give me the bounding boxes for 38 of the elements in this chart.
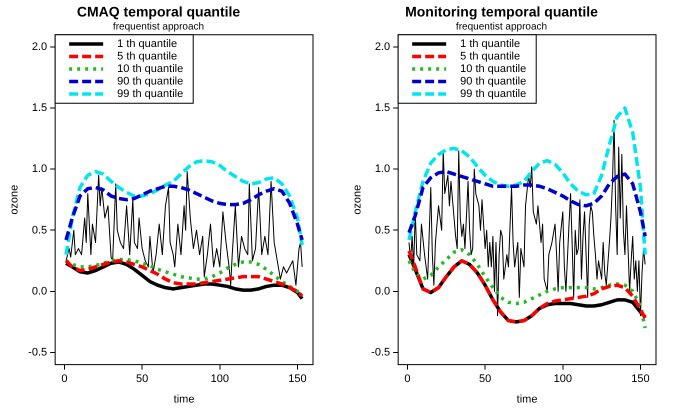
legend-label: 5 th quantile — [117, 50, 178, 63]
legend-label: 1 th quantile — [460, 38, 520, 50]
x-tick-label: 50 — [136, 373, 148, 386]
y-tick-label: 0.0 — [374, 285, 390, 298]
y-tick-label: 0.0 — [32, 285, 48, 298]
y-tick-label: 1.0 — [374, 163, 390, 176]
legend-label: 5 th quantile — [460, 50, 520, 63]
y-axis-title: ozone — [352, 184, 364, 215]
x-axis-title: time — [516, 393, 538, 406]
chart-subtitle: frequentist approach — [112, 22, 204, 33]
legend-label: 90 th quantile — [117, 76, 184, 88]
legend-label: 1 th quantile — [117, 38, 178, 50]
legend-label: 99 th quantile — [117, 88, 184, 100]
x-tick-label: 0 — [404, 373, 411, 386]
y-tick-label: 1.0 — [32, 163, 48, 176]
legend-label: 10 th quantile — [117, 63, 184, 76]
y-axis-title: ozone — [8, 184, 21, 215]
y-tick-label: 1.5 — [374, 102, 390, 114]
y-tick-label: 0.5 — [374, 224, 390, 236]
x-tick-label: 100 — [554, 373, 572, 386]
legend-label: 99 th quantile — [460, 88, 526, 100]
legend-label: 90 th quantile — [460, 76, 526, 88]
y-tick-label: 1.5 — [32, 102, 48, 114]
chart-title: CMAQ temporal quantile — [76, 3, 240, 20]
chart-subtitle: frequentist approach — [456, 22, 548, 33]
y-tick-label: 2.0 — [32, 41, 48, 54]
y-tick-label: -0.5 — [28, 346, 48, 358]
y-tick-label: 2.0 — [374, 41, 390, 54]
legend-label: 10 th quantile — [460, 63, 526, 76]
y-tick-label: 0.5 — [32, 224, 48, 236]
x-tick-label: 100 — [210, 373, 229, 386]
x-tick-label: 150 — [288, 373, 307, 386]
x-axis-title: time — [174, 393, 194, 406]
y-tick-label: -0.5 — [371, 346, 390, 358]
x-tick-label: 150 — [631, 373, 650, 386]
x-tick-label: 50 — [479, 373, 492, 386]
x-tick-label: 0 — [61, 373, 68, 386]
chart-title: Monitoring temporal quantile — [405, 3, 598, 20]
